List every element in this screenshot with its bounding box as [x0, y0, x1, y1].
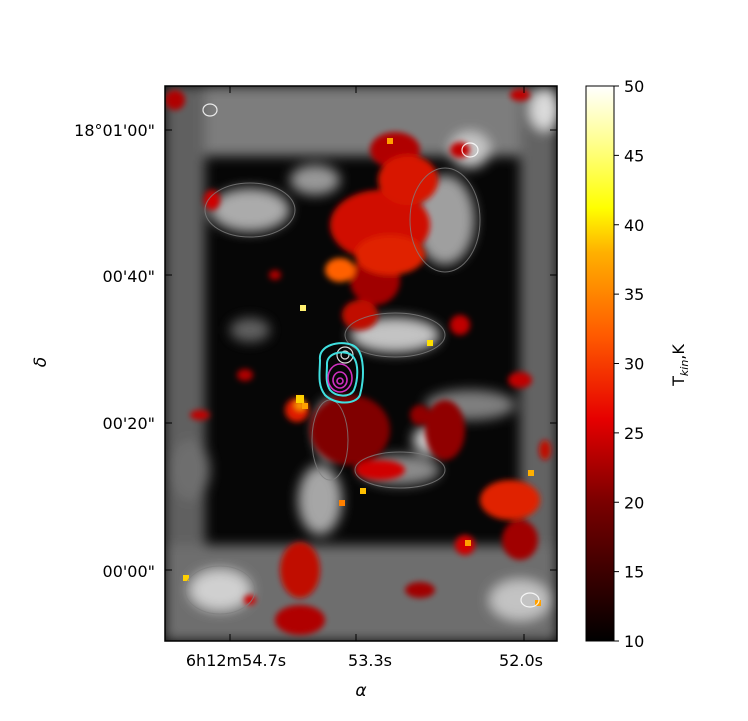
colorbar-tick-label: 10 [624, 632, 644, 651]
colorbar-title: Tkin,K [669, 344, 691, 387]
x-tick-label: 52.0s [499, 651, 543, 670]
map-panel [165, 86, 557, 641]
colorbar-title-unit: ,K [669, 344, 688, 360]
plot-frame [164, 85, 558, 642]
y-tick-label: 00'40" [103, 267, 155, 286]
axis-ticks [165, 86, 557, 641]
x-tick-label: 53.3s [348, 651, 392, 670]
gray-contours [184, 167, 481, 615]
colorbar-gradient [585, 85, 615, 642]
colorbar-tick-label: 30 [624, 355, 644, 374]
y-tick-label: 00'20" [103, 414, 155, 433]
colorbar-tick-label: 40 [624, 216, 644, 235]
cyan-contours [318, 342, 364, 404]
y-axis-title: δ [31, 357, 51, 367]
y-tick-label: 00'00" [103, 562, 155, 581]
x-axis-title: α [355, 681, 366, 701]
colorbar: 10 15 20 25 30 35 40 45 50 Tkin,K [585, 77, 691, 651]
grayscale-intensity-layer [165, 86, 557, 641]
colorbar-tick-label: 20 [624, 493, 644, 512]
colorbar-title-main: T [669, 376, 688, 387]
colorbar-tick-label: 45 [624, 146, 644, 165]
colorbar-tick-label: 50 [624, 77, 644, 96]
temperature-layer [165, 89, 551, 635]
x-tick-label: 6h12m54.7s [186, 651, 286, 670]
colorbar-ticks: 10 15 20 25 30 35 40 45 50 [614, 77, 644, 651]
y-tick-label: 18°01'00" [74, 121, 155, 140]
colorbar-tick-label: 35 [624, 285, 644, 304]
colorbar-title-subscript: kin [678, 360, 691, 376]
magenta-contours [327, 363, 353, 393]
colorbar-tick-label: 25 [624, 424, 644, 443]
colorbar-tick-label: 15 [624, 563, 644, 582]
white-contours [202, 103, 540, 608]
